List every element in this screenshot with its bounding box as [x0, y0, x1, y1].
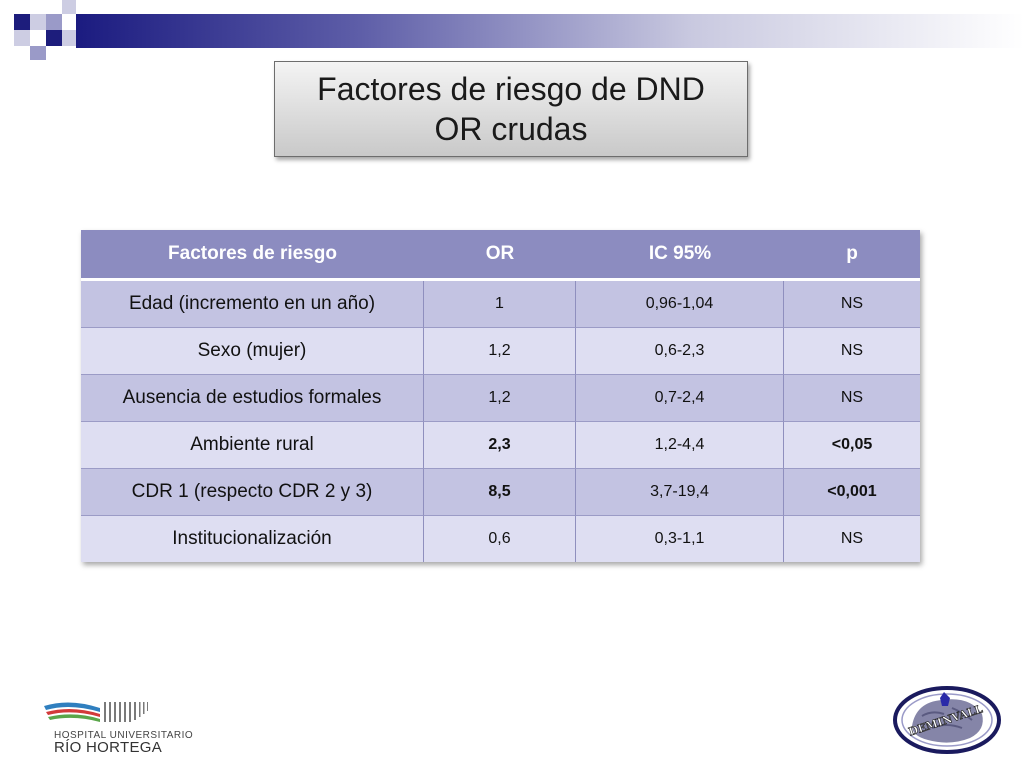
- or-cell: 1,2: [424, 328, 576, 375]
- header-cell-factor: Factores de riesgo: [81, 230, 424, 281]
- slide-title-box: Factores de riesgo de DND OR crudas: [274, 61, 748, 157]
- slide-title: Factores de riesgo de DND: [317, 71, 705, 107]
- hospital-name-line2: RÍO HORTEGA: [54, 739, 163, 756]
- hospital-logo: [44, 702, 148, 722]
- decor-square: [14, 30, 30, 46]
- factor-cell: CDR 1 (respecto CDR 2 y 3): [81, 469, 424, 516]
- p-cell: NS: [784, 328, 920, 375]
- deminvall-logo: DEMINVALL: [893, 686, 1001, 754]
- header-cell-or: OR: [424, 230, 576, 281]
- or-cell: 2,3: [424, 422, 576, 469]
- top-gradient-band: [76, 14, 1024, 48]
- hospital-name-line1: HOSPITAL UNIVERSITARIO: [54, 730, 194, 741]
- factor-cell: Edad (incremento en un año): [81, 281, 424, 328]
- factor-cell: Ambiente rural: [81, 422, 424, 469]
- factor-cell: Sexo (mujer): [81, 328, 424, 375]
- decor-square: [62, 30, 76, 46]
- table-row: Edad (incremento en un año) 1 0,96-1,04 …: [81, 281, 920, 328]
- ci-cell: 0,96-1,04: [576, 281, 784, 328]
- ci-cell: 0,6-2,3: [576, 328, 784, 375]
- ci-cell: 0,3-1,1: [576, 516, 784, 562]
- decor-square: [14, 14, 30, 30]
- factor-cell: Ausencia de estudios formales: [81, 375, 424, 422]
- table-row: Institucionalización 0,6 0,3-1,1 NS: [81, 516, 920, 562]
- table-row: Ausencia de estudios formales 1,2 0,7-2,…: [81, 375, 920, 422]
- p-cell: <0,001: [784, 469, 920, 516]
- p-cell: NS: [784, 281, 920, 328]
- decor-square: [30, 46, 46, 60]
- or-cell: 1: [424, 281, 576, 328]
- decor-square: [46, 30, 62, 46]
- p-cell: NS: [784, 516, 920, 562]
- table-header-row: Factores de riesgo OR IC 95% p: [81, 230, 920, 281]
- ci-cell: 0,7-2,4: [576, 375, 784, 422]
- header-cell-ci: IC 95%: [576, 230, 784, 281]
- decor-square: [62, 0, 76, 14]
- ci-cell: 3,7-19,4: [576, 469, 784, 516]
- or-cell: 0,6: [424, 516, 576, 562]
- decor-square: [30, 14, 46, 30]
- p-cell: <0,05: [784, 422, 920, 469]
- table-row: Ambiente rural 2,3 1,2-4,4 <0,05: [81, 422, 920, 469]
- ci-cell: 1,2-4,4: [576, 422, 784, 469]
- table-row: Sexo (mujer) 1,2 0,6-2,3 NS: [81, 328, 920, 375]
- or-cell: 8,5: [424, 469, 576, 516]
- decor-square: [46, 14, 62, 30]
- risk-factors-table: Factores de riesgo OR IC 95% p Edad (inc…: [81, 230, 920, 562]
- header-cell-p: p: [784, 230, 920, 281]
- p-cell: NS: [784, 375, 920, 422]
- slide-subtitle: OR crudas: [434, 111, 588, 147]
- factor-cell: Institucionalización: [81, 516, 424, 562]
- or-cell: 1,2: [424, 375, 576, 422]
- table-row: CDR 1 (respecto CDR 2 y 3) 8,5 3,7-19,4 …: [81, 469, 920, 516]
